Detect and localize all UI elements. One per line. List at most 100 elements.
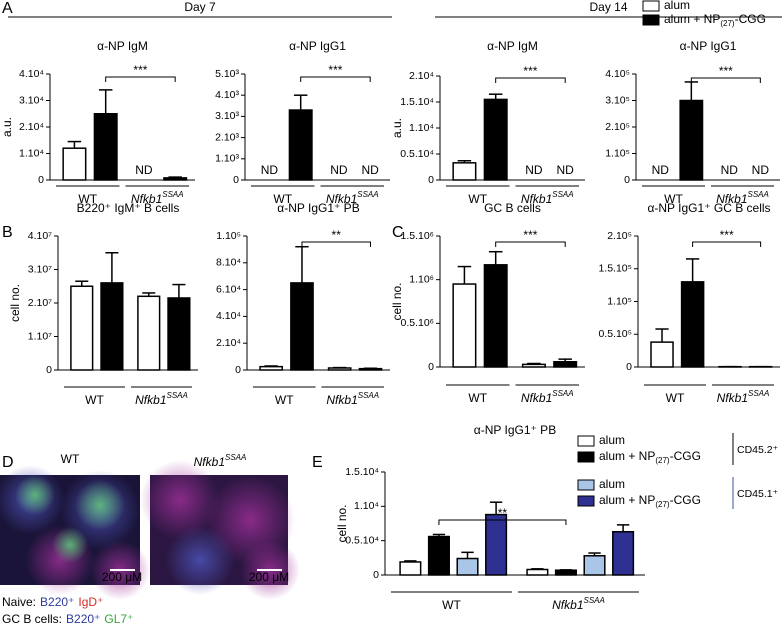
legend-group-label: CD45.2⁺ [737,444,779,456]
text-part: alum + NP [599,493,655,507]
bar [358,367,383,371]
text-part: WT [85,393,104,407]
legend-swatch [642,14,660,26]
text-part: SSAA [225,453,246,462]
y-tick-label: 0 [373,569,379,581]
panel-letter: D [2,454,14,471]
text-part: Nfkb1 [521,192,552,206]
y-tick-label: 2.10³ [215,131,239,143]
bar [62,147,87,181]
text-part: Nfkb1 [717,391,748,405]
text-part: Naive: [2,595,36,609]
text-part: SSAA [358,391,379,400]
bar [483,264,508,368]
significance-bracket [692,241,762,247]
y-tick-label: 2.10⁵ [605,121,630,133]
y-tick-label: 0 [46,364,52,376]
text-part: SSAA [748,190,769,199]
group-label: Nfkb1SSAA [521,389,574,405]
chart-title: α-NP IgM [97,39,148,53]
value-label: ND [557,163,575,177]
bar [650,341,674,368]
group-label: WT [468,192,487,206]
y-tick-label: 4.10⁴ [216,310,241,322]
significance-bracket [495,77,566,83]
micrograph-wt [0,465,150,600]
bar [553,361,578,368]
text-part: -CGG [735,12,766,26]
text-part: Nfkb1 [326,393,357,407]
significance-bracket [301,241,371,247]
group-label: Nfkb1SSAA [552,596,605,612]
text-part: Nfkb1 [194,455,225,469]
significance-bracket [690,77,761,83]
y-tick-label: 0.5.10⁶ [400,317,434,329]
y-tick-label: 3.10⁴ [19,94,44,106]
significance-label: *** [523,64,537,78]
legend-label: alum [599,433,625,447]
significance-bracket [438,519,567,525]
group-label: Nfkb1SSAA [521,190,574,206]
y-tick-label: 2.10⁷ [28,297,52,309]
group-label: WT [664,192,683,206]
legend-label: alum [599,477,625,491]
text-part: SSAA [552,389,573,398]
bar [167,297,191,371]
bar [399,561,422,576]
bar [679,99,704,181]
text-part: WT [442,598,461,612]
text-part: B220⁺ [40,595,74,609]
y-tick-label: 1.10⁶ [409,273,434,285]
y-tick-label: 1.10⁴ [354,500,379,512]
y-axis-label: cell no. [335,504,349,542]
bar [259,365,283,371]
group-label: Nfkb1SSAA [326,190,379,206]
bar [452,283,477,368]
panel-letter: E [312,454,323,471]
text-part: IgD⁺ [78,595,103,609]
y-tick-label: 0 [38,174,44,186]
legend-label: alum + NP(27)-CGG [664,12,766,28]
bar [137,295,161,371]
chart-title: B220⁺ IgM⁺ B cells [77,201,180,215]
group-label: Nfkb1SSAA [135,391,188,407]
group-label: WT [666,391,685,405]
y-tick-label: 0 [428,174,434,186]
text-part: GL7⁺ [104,612,133,625]
group-label: WT [78,192,97,206]
significance-bracket [300,76,371,82]
bar [288,109,313,181]
bar [612,530,635,576]
bar [554,569,577,576]
panel-letter: A [2,0,13,17]
text-part: SSAA [552,190,573,199]
chart-title: α-NP IgM [487,39,538,53]
value-label: ND [261,163,279,177]
y-tick-label: 4.10⁷ [28,230,52,242]
chart-title: GC B cells [484,201,541,215]
y-tick-label: 2.10⁵ [607,230,632,242]
day-header: Day 14 [589,0,627,14]
chart-title: α-NP IgG1⁺ PB [277,201,359,215]
bar [290,282,314,371]
y-tick-label: 2.10⁴ [19,121,44,133]
group-label: Nfkb1SSAA [326,391,379,407]
chart-title: α-NP IgG1⁺ PB [474,423,556,437]
group-label: WT [273,192,292,206]
text-part: WT [78,192,97,206]
text-part: WT [468,192,487,206]
scale-label: 200 μM [249,570,289,584]
text-part: SSAA [357,190,378,199]
day-header: Day 7 [184,0,216,14]
group-label: WT [442,598,461,612]
value-label: ND [525,163,543,177]
significance-label: *** [720,228,734,242]
y-tick-label: 1.10⁴ [409,122,434,134]
group-label: Nfkb1SSAA [131,190,184,206]
y-tick-label: 0.5.10⁴ [400,148,434,160]
y-tick-label: 0.5.10⁵ [598,328,632,340]
chart-title: α-NP IgG1 [289,39,346,53]
value-label: ND [752,163,770,177]
text-part: WT [275,393,294,407]
bar [327,367,352,371]
